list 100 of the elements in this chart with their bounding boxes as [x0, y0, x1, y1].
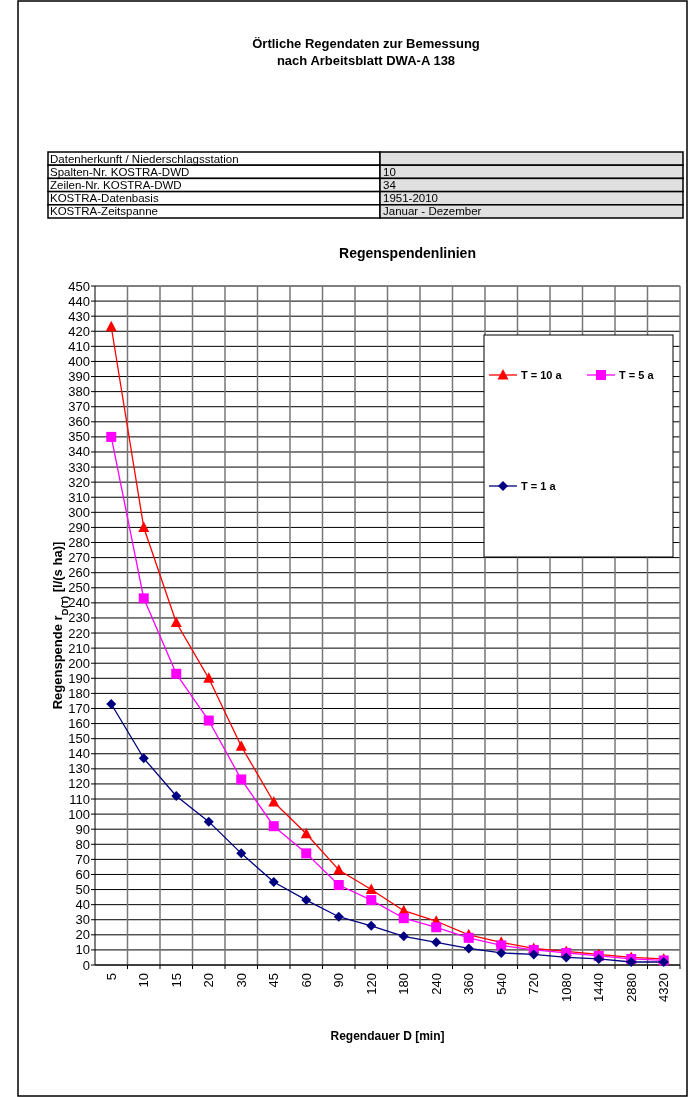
point: [138, 753, 149, 764]
legend-label: T = 10 a: [521, 369, 563, 381]
legend-label: T = 5 a: [619, 369, 655, 381]
y-tick-label: 10: [75, 942, 90, 958]
point: [268, 821, 279, 832]
y-tick-label: 450: [68, 278, 90, 294]
x-tick-label: 240: [428, 973, 444, 995]
point: [496, 940, 507, 951]
y-tick-label: 340: [68, 444, 90, 460]
y-tick-label: 440: [68, 293, 90, 309]
y-tick-label: 190: [68, 670, 90, 686]
y-tick-label: 30: [75, 912, 90, 928]
x-tick-label: 720: [526, 973, 542, 995]
y-tick-label: 110: [69, 791, 90, 807]
point: [203, 672, 215, 683]
x-axis-title: Regendauer D [min]: [330, 1029, 445, 1043]
y-tick-label: 370: [68, 399, 90, 415]
point: [236, 774, 247, 785]
point: [366, 895, 377, 906]
point: [301, 895, 312, 906]
y-tick-label: 100: [68, 806, 90, 822]
point: [203, 715, 214, 726]
x-tick-label: 30: [233, 973, 249, 988]
x-tick-label: 10: [136, 973, 152, 988]
point: [236, 848, 247, 859]
point: [398, 931, 409, 942]
point: [333, 880, 344, 891]
text: Örtliche Regendaten zur Bemessung nach Arbeitsblatt DWA-A 138: [252, 36, 480, 68]
x-tick-label: 540: [493, 973, 509, 995]
y-tick-label: 420: [68, 323, 90, 339]
x-tick-label: 1080: [558, 973, 574, 1002]
point: [365, 883, 377, 895]
point: [528, 949, 539, 960]
y-tick-label: 160: [68, 716, 90, 732]
y-tick-label: 80: [75, 836, 90, 852]
point: [106, 698, 117, 709]
x-tick-label: 4320: [656, 973, 672, 1002]
point: [203, 816, 214, 827]
x-tick-label: 5: [103, 973, 119, 981]
y-tick-label: 400: [68, 353, 90, 369]
y-tick-label: 40: [75, 897, 90, 913]
point: [235, 740, 247, 751]
y-tick-label: 270: [68, 550, 90, 566]
y-tick-label: 140: [68, 746, 90, 762]
x-tick-label: 45: [266, 973, 282, 988]
y-tick-label: 350: [68, 429, 90, 445]
x-tick-label: 15: [168, 973, 184, 988]
y-tick-label: 180: [68, 685, 90, 701]
y-tick-label: 410: [68, 338, 90, 354]
point: [171, 791, 182, 801]
point: [138, 593, 149, 604]
y-tick-label: 210: [68, 640, 90, 656]
legend-label: T = 1 a: [521, 480, 557, 492]
point: [431, 937, 442, 948]
y-tick-label: 290: [68, 519, 90, 535]
point: [105, 320, 117, 332]
y-tick-label: 260: [68, 565, 90, 581]
x-tick-label: 2880: [623, 973, 639, 1002]
point: [170, 616, 182, 627]
point: [138, 521, 150, 532]
x-tick-label: 90: [331, 973, 347, 988]
x-tick-label: 180: [396, 973, 412, 995]
y-tick-label: 90: [75, 821, 90, 837]
y-tick-label: 310: [68, 489, 90, 505]
x-tick-label: 60: [298, 973, 314, 988]
y-tick-label: 300: [68, 504, 90, 520]
y-tick-label: 330: [68, 459, 90, 475]
y-tick-label: 60: [75, 866, 90, 882]
point: [366, 920, 377, 931]
y-tick-label: 120: [68, 776, 90, 792]
point: [463, 932, 474, 943]
x-tick-label: 1440: [591, 973, 607, 1002]
y-tick-label: 150: [68, 731, 90, 747]
point: [333, 911, 344, 922]
point: [561, 952, 572, 963]
y-tick-label: 250: [68, 580, 90, 596]
point: [268, 877, 279, 888]
y-tick-label: 390: [68, 369, 90, 385]
y-tick-label: 0: [82, 957, 90, 973]
y-tick-label: 200: [68, 655, 90, 671]
point: [496, 947, 507, 958]
table-row: KOSTRA-Zeitspanne Januar - Dezember: [47, 204, 684, 219]
table-row: Spalten-Nr. KOSTRA-DWD 10: [47, 164, 684, 180]
point: [106, 431, 117, 442]
point: [268, 796, 280, 807]
point: [171, 668, 182, 679]
point: [463, 943, 474, 954]
y-tick-label: 360: [68, 414, 90, 430]
y-tick-label: 20: [75, 927, 90, 943]
x-tick-label: 120: [363, 973, 379, 995]
y-tick-label: 280: [68, 535, 90, 551]
x-tick-label: 360: [461, 973, 477, 995]
point: [431, 922, 442, 933]
y-tick-label: 230: [68, 610, 90, 626]
y-tick-label: 70: [75, 851, 90, 867]
y-tick-label: 380: [68, 384, 90, 400]
y-tick-label: 50: [75, 882, 90, 898]
y-tick-label: 130: [68, 761, 90, 777]
x-tick-label: 20: [201, 973, 217, 988]
y-tick-label: 430: [68, 308, 90, 324]
